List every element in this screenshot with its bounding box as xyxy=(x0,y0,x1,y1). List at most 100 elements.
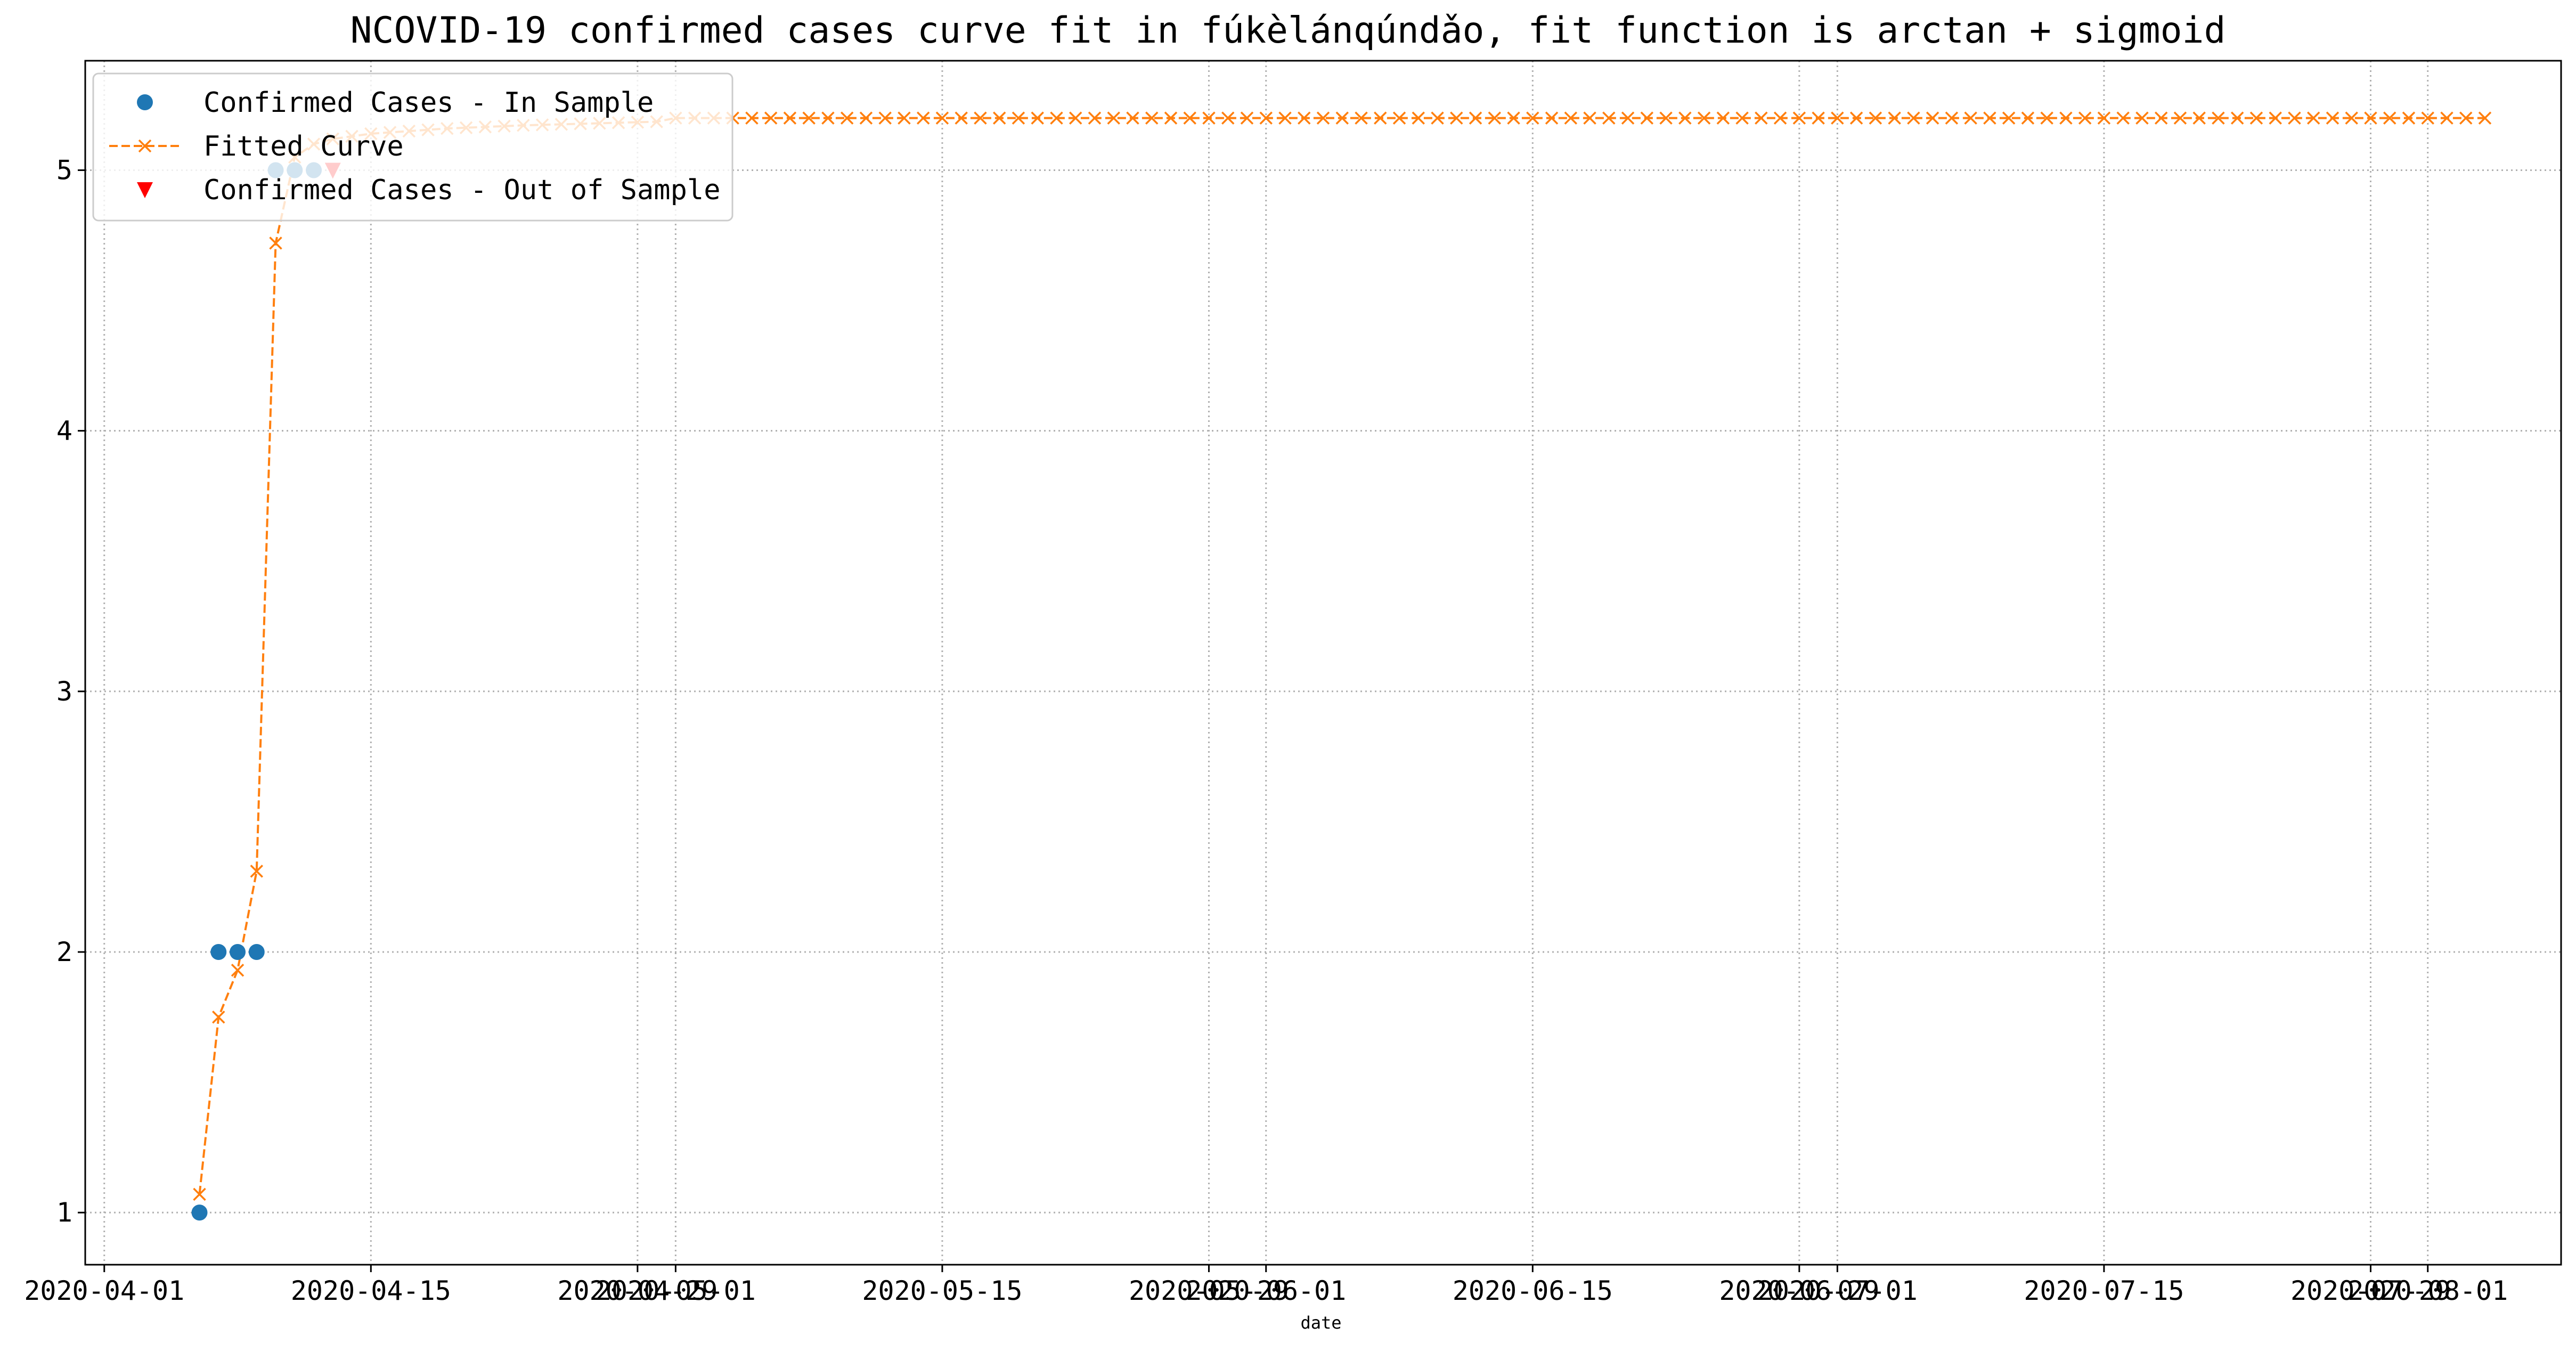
y-axis: 1 2 3 4 5 xyxy=(56,154,85,1228)
fitted-curve-marker xyxy=(1849,111,1863,125)
fitted-curve-marker xyxy=(2364,111,2377,125)
fitted-curve-marker xyxy=(1583,111,1596,125)
fitted-curve-marker xyxy=(2249,111,2263,125)
x-tick-label: 2020-05-29 xyxy=(1129,1275,1289,1306)
fitted-curve-marker xyxy=(840,111,854,125)
x-tick-label: 2020-06-15 xyxy=(1453,1275,1613,1306)
series-fitted-curve xyxy=(193,111,2492,1201)
fitted-curve-marker xyxy=(1145,111,1159,125)
fitted-curve-marker xyxy=(2402,111,2416,125)
legend-marker-in-sample xyxy=(137,94,153,110)
y-tick-label: 4 xyxy=(56,416,72,446)
fitted-curve-marker xyxy=(1983,111,1996,125)
fitted-curve-marker xyxy=(1621,111,1635,125)
fitted-curve-marker xyxy=(1697,111,1711,125)
fitted-curve-marker xyxy=(212,1011,225,1024)
fitted-curve-marker xyxy=(1526,111,1539,125)
fitted-curve-marker xyxy=(1107,111,1120,125)
fitted-curve-marker xyxy=(1050,111,1063,125)
fitted-curve-marker xyxy=(2459,111,2473,125)
fitted-curve-marker xyxy=(193,1187,206,1201)
y-tick-label: 1 xyxy=(56,1197,72,1228)
fitted-curve-marker xyxy=(1202,111,1216,125)
fitted-curve-marker xyxy=(898,111,911,125)
fitted-curve-marker xyxy=(821,111,835,125)
in-sample-point xyxy=(191,1204,208,1221)
plot-frame xyxy=(84,60,2562,1266)
fitted-curve-marker xyxy=(1888,111,1901,125)
y-tick-label: 3 xyxy=(56,676,72,707)
fitted-curve-marker xyxy=(2478,111,2492,125)
x-tick-label: 2020-08-01 xyxy=(2347,1275,2508,1306)
x-tick-label: 2020-04-29 xyxy=(557,1275,718,1306)
fitted-curve-marker xyxy=(878,111,892,125)
fitted-curve-marker xyxy=(2040,111,2053,125)
fitted-curve-marker xyxy=(2440,111,2453,125)
x-axis: 2020-04-01 2020-04-15 2020-04-292020-05-01… xyxy=(24,1265,2508,1306)
fitted-curve-marker xyxy=(2306,111,2320,125)
in-sample-point xyxy=(210,943,227,960)
fitted-curve-marker xyxy=(1564,111,1578,125)
fitted-curve-marker xyxy=(2154,111,2168,125)
fitted-curve-marker xyxy=(1126,111,1139,125)
legend-label: Confirmed Cases - In Sample xyxy=(203,87,654,119)
fitted-curve-marker xyxy=(764,111,778,125)
fitted-curve-marker xyxy=(1678,111,1692,125)
fitted-curve-marker xyxy=(2212,111,2225,125)
fitted-curve-marker xyxy=(2021,111,2035,125)
fitted-curve-marker xyxy=(935,111,949,125)
fitted-curve-marker xyxy=(2345,111,2358,125)
fitted-curve-marker xyxy=(802,111,816,125)
fitted-curve-marker xyxy=(1221,111,1235,125)
legend-box xyxy=(92,72,733,222)
fitted-curve-marker xyxy=(955,111,968,125)
fitted-curve-marker xyxy=(1164,111,1178,125)
fitted-curve-marker xyxy=(2192,111,2206,125)
fitted-curve-marker xyxy=(1792,111,1806,125)
fitted-curve-marker xyxy=(1735,111,1749,125)
fitted-curve-marker xyxy=(1412,111,1425,125)
chart-title: NCOVID-19 confirmed cases curve fit in f… xyxy=(350,10,2226,52)
fitted-curve-marker xyxy=(992,111,1006,125)
grid xyxy=(85,61,2561,1265)
in-sample-point xyxy=(248,943,265,960)
fitted-curve-marker xyxy=(1964,111,1977,125)
x-tick-label: 2020-05-15 xyxy=(862,1275,1022,1306)
fitted-curve-marker xyxy=(974,111,987,125)
fitted-curve-marker xyxy=(2230,111,2244,125)
y-tick-label: 5 xyxy=(56,154,72,185)
fitted-curve-marker xyxy=(231,963,244,977)
x-tick-label: 2020-07-29 xyxy=(2290,1275,2451,1306)
fitted-curve-marker xyxy=(2097,111,2111,125)
fitted-curve-marker xyxy=(1716,111,1730,125)
fitted-curve-marker xyxy=(1488,111,1502,125)
legend-marker-fitted-curve xyxy=(138,139,152,153)
legend-marker-out-of-sample xyxy=(137,182,153,198)
x-tick-label: 2020-04-15 xyxy=(291,1275,451,1306)
fitted-curve-marker xyxy=(2135,111,2149,125)
fitted-curve-marker xyxy=(745,111,759,125)
fitted-curve-marker xyxy=(2326,111,2339,125)
fitted-curve-marker xyxy=(250,865,264,878)
fitted-curve-marker xyxy=(1755,111,1768,125)
fitted-curve-marker xyxy=(269,237,282,250)
fitted-curve-marker xyxy=(2269,111,2282,125)
fitted-curve-marker xyxy=(1031,111,1044,125)
fitted-curve-marker xyxy=(1602,111,1616,125)
x-tick-label: 2020-05-01 xyxy=(596,1275,756,1306)
fitted-curve-marker xyxy=(1469,111,1482,125)
fitted-curve-marker xyxy=(1926,111,1939,125)
fitted-curve-marker xyxy=(1335,111,1349,125)
fitted-curve-marker xyxy=(1088,111,1102,125)
fitted-curve-marker xyxy=(2059,111,2073,125)
fitted-curve-marker xyxy=(2421,111,2434,125)
fitted-curve-marker xyxy=(1240,111,1254,125)
fitted-curve-marker xyxy=(1907,111,1920,125)
fitted-curve-marker xyxy=(2002,111,2016,125)
fitted-curve-line xyxy=(198,117,2485,1195)
legend-label: Confirmed Cases - Out of Sample xyxy=(203,174,721,206)
fitted-curve-marker xyxy=(1259,111,1273,125)
fitted-curve-marker xyxy=(1316,111,1330,125)
x-tick-label: 2020-06-29 xyxy=(1719,1275,1879,1306)
fitted-curve-marker xyxy=(1812,111,1825,125)
